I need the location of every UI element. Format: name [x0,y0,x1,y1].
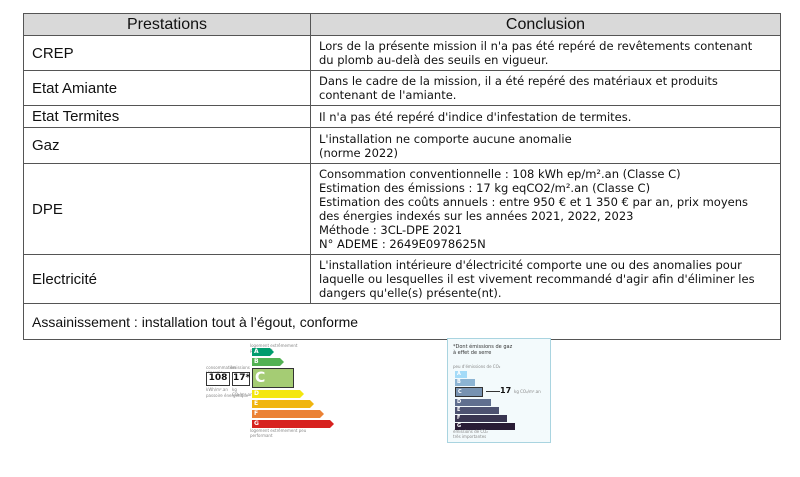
dpe-emission-unit: kg CO₂/m².an [232,387,253,397]
row-conclusion-termites: Il n'a pas été repéré d'indice d'infesta… [310,105,781,128]
table-row: Etat Termites Il n'a pas été repéré d'in… [23,105,781,128]
row-conclusion-dpe: Consommation conventionnelle : 108 kWh e… [310,163,781,255]
row-label-amiante: Etat Amiante [23,70,311,106]
diagnostics-summary-table: Prestations Conclusion CREP Lors de la p… [23,13,781,340]
header-conclusion: Conclusion [310,13,781,36]
dpe-emission-caption: émissions [230,365,250,370]
dpe-passoire-caption: passoire énergétique [206,393,249,398]
row-label-crep: CREP [23,35,311,71]
dpe-class-d: D [252,390,304,398]
dpe-class-b: B [252,358,284,366]
ges-title: *Dont émissions de gaz à effet de serre [453,344,513,356]
ges-bottom-caption: émissions de CO₂ très importantes [453,429,488,439]
dpe-class-e: E [252,400,314,408]
ges-top-caption: peu d'émissions de CO₂ [453,364,501,369]
table-row: Etat Amiante Dans le cadre de la mission… [23,70,781,106]
dpe-energy-label-image: logement extrêmement performant consomma… [200,343,340,438]
ges-value-unit: kg CO₂/m².an [514,389,541,394]
table-footer-row: Assainissement : installation tout à l’é… [23,303,781,340]
row-conclusion-electricite: L'installation intérieure d'électricité … [310,254,781,304]
table-row: CREP Lors de la présente mission il n'a … [23,35,781,71]
dpe-class-g: G [252,420,334,428]
ges-class-e: E [455,407,499,414]
row-label-electricite: Electricité [23,254,311,304]
dpe-bottom-caption: logement extrêmement peu performant [250,428,307,438]
ges-class-g: G [455,423,515,430]
row-label-gaz: Gaz [23,127,311,164]
table-row: Electricité L'installation intérieure d'… [23,254,781,304]
ges-class-a: A [455,371,467,378]
ges-emission-label-image: *Dont émissions de gaz à effet de serre … [447,338,551,443]
ges-class-c: C [455,387,483,397]
row-conclusion-amiante: Dans le cadre de la mission, il a été re… [310,70,781,106]
dpe-consumption-unit: kWh/m².an [206,387,228,392]
assainissement-note: Assainissement : installation tout à l’é… [23,303,781,340]
dpe-consumption-value: 108 [206,372,230,386]
dpe-class-a: A [252,348,274,356]
row-conclusion-gaz: L'installation ne comporte aucune anomal… [310,127,781,164]
dpe-class-f: F [252,410,324,418]
ges-class-d: D [455,399,491,406]
table-row: DPE Consommation conventionnelle : 108 k… [23,163,781,255]
row-conclusion-crep: Lors de la présente mission il n'a pas é… [310,35,781,71]
row-label-dpe: DPE [23,163,311,255]
header-prestations: Prestations [23,13,311,36]
row-label-termites: Etat Termites [23,105,311,128]
ges-class-f: F [455,415,507,422]
ges-class-b: B [455,379,475,386]
ges-value: 17 [500,386,512,395]
table-header-row: Prestations Conclusion [23,13,781,36]
table-row: Gaz L'installation ne comporte aucune an… [23,127,781,164]
dpe-emission-value: 17* [232,372,250,386]
dpe-class-c: C [252,368,294,388]
ges-value-marker [486,391,500,392]
